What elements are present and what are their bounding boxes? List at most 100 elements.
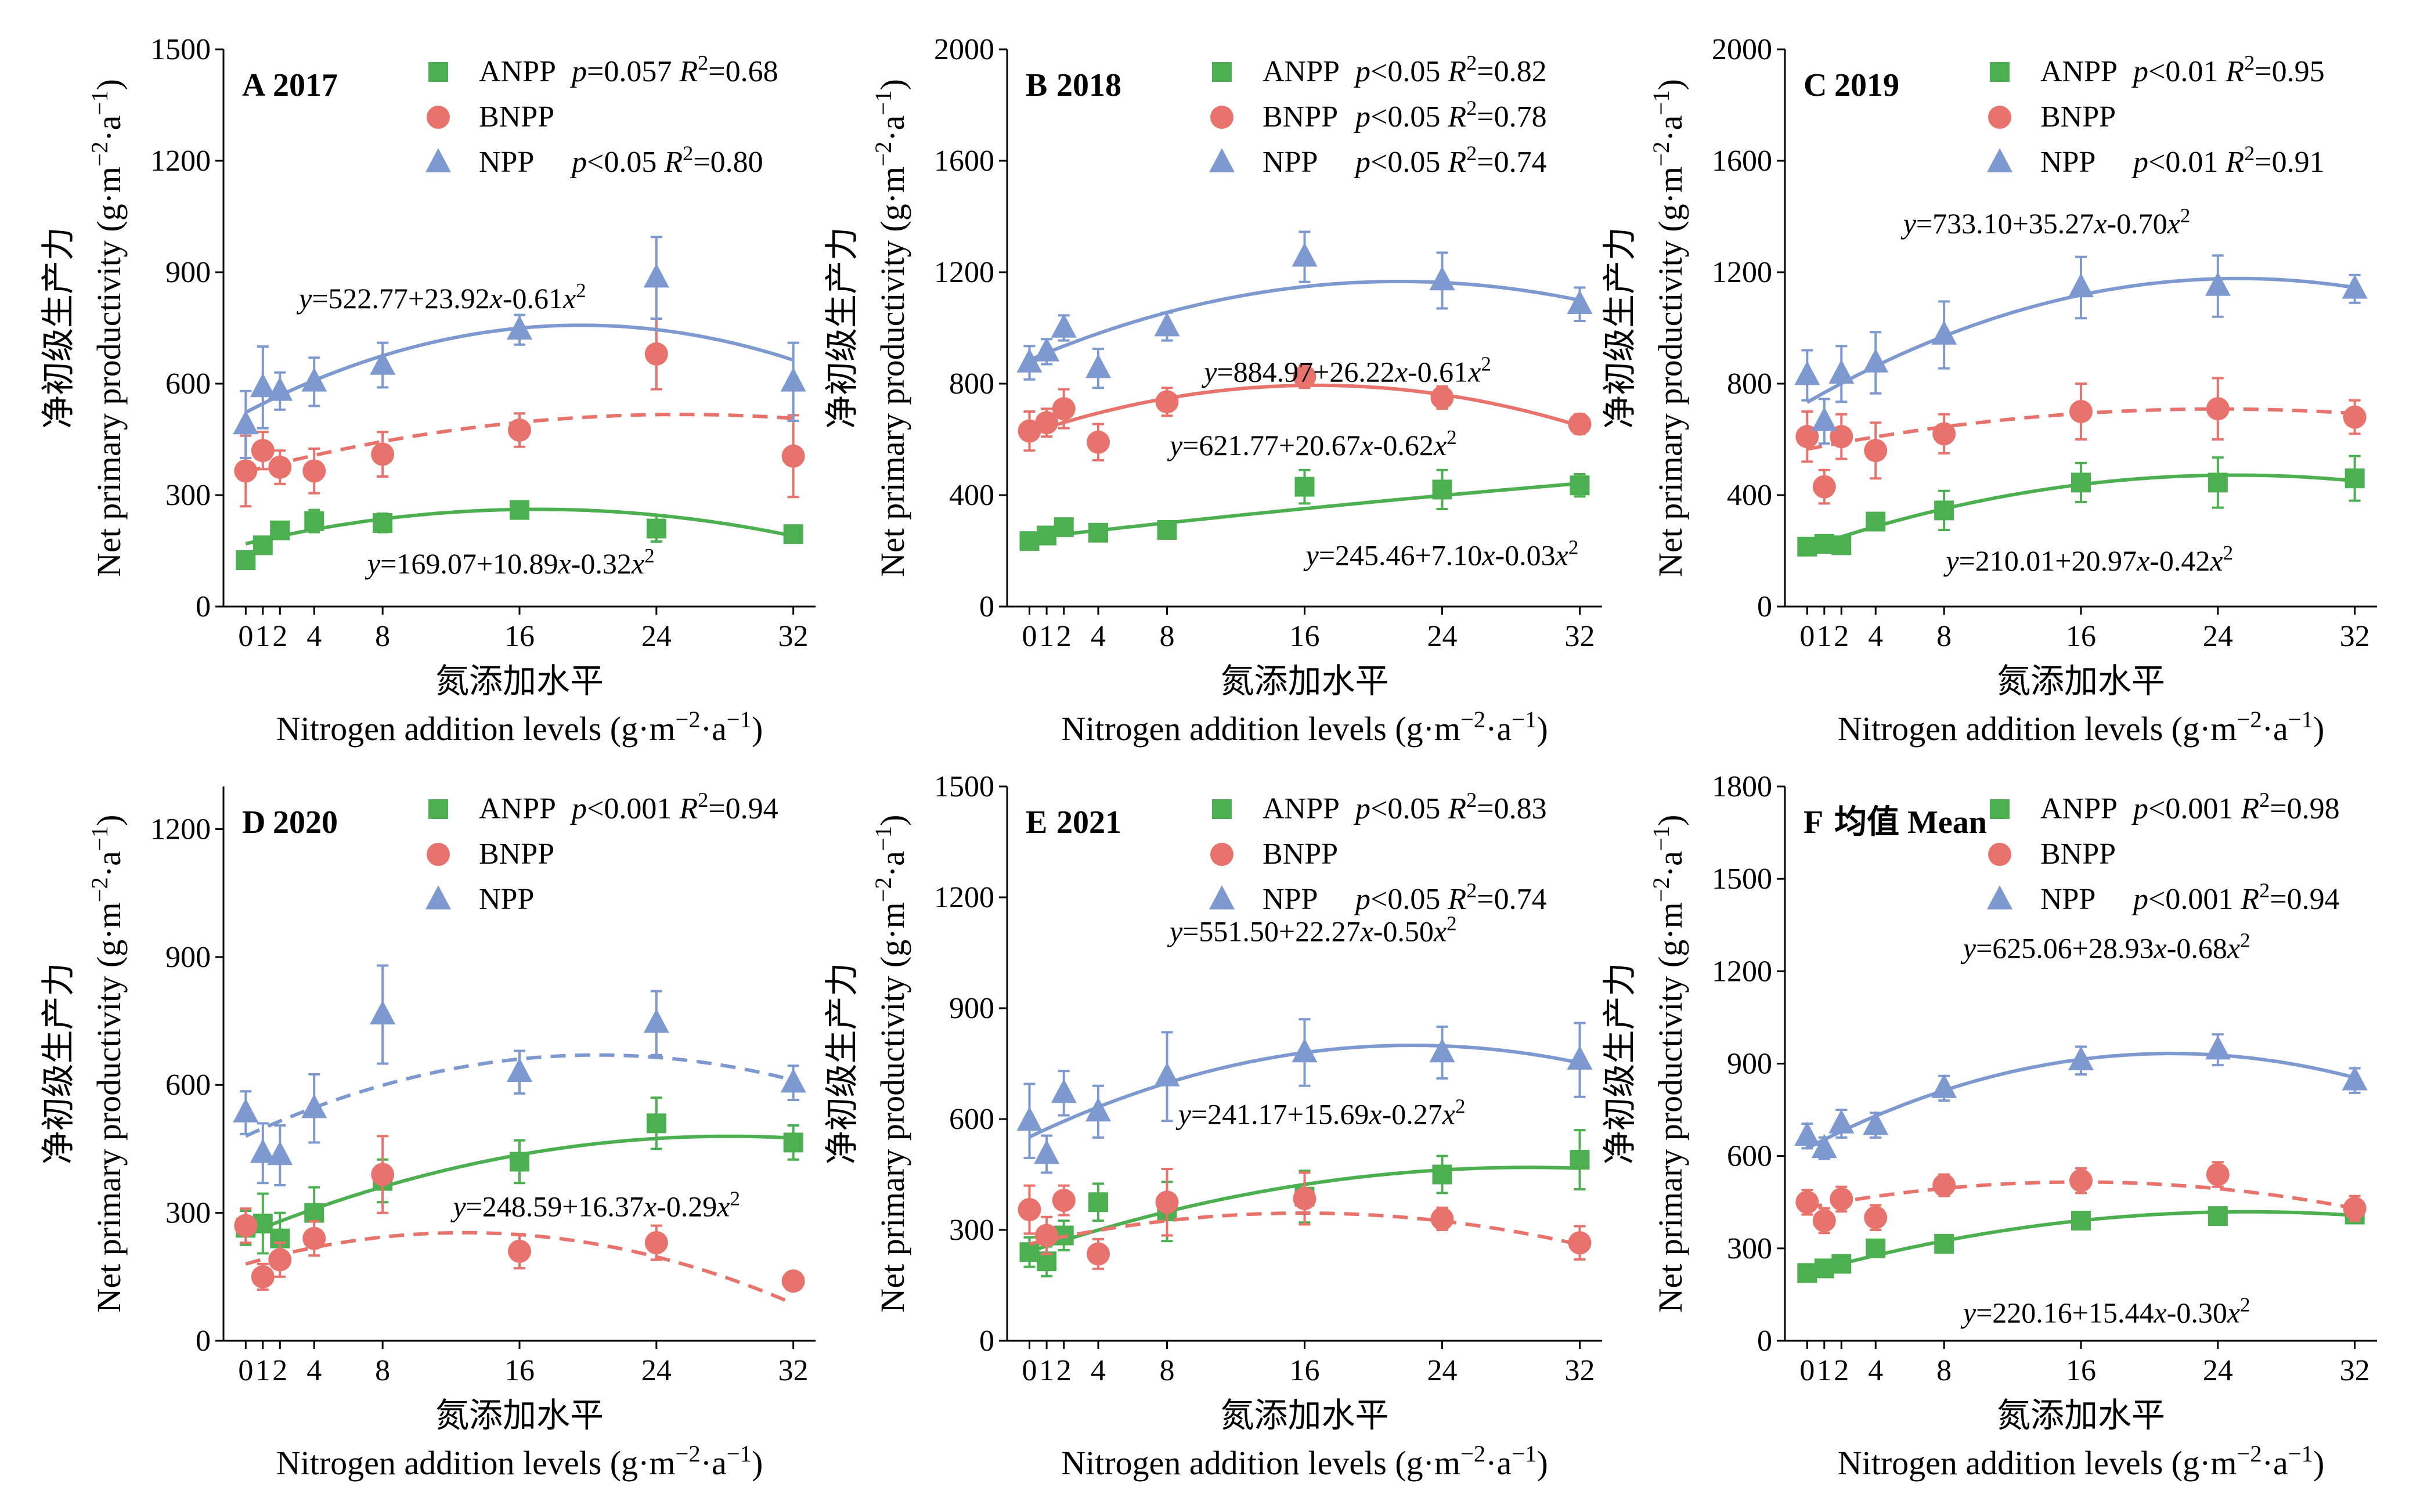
- x-tick-label: 4: [1868, 1354, 1883, 1387]
- data-point-npp: [1811, 407, 1837, 431]
- data-point-npp: [2205, 1035, 2231, 1060]
- y-axis-title-en: Net primary productivity (g·m−2·a−1): [1648, 815, 1690, 1313]
- x-tick-label: 2: [1056, 620, 1072, 653]
- legend-label-bnpp: BNPP: [479, 100, 554, 133]
- data-point-npp: [267, 1141, 293, 1165]
- x-axis-title-cn: 氮添加水平: [435, 662, 604, 700]
- panel-letter: C: [1804, 67, 1827, 103]
- data-point-npp: [1085, 353, 1112, 378]
- x-tick-label: 32: [778, 620, 809, 653]
- data-point-bnpp: [1568, 1231, 1592, 1255]
- data-point-npp: [1931, 1074, 1957, 1098]
- y-tick-label: 1200: [1712, 955, 1772, 988]
- data-point-anpp: [1019, 1242, 1040, 1262]
- y-tick-label: 900: [165, 256, 211, 289]
- data-point-anpp: [1866, 1238, 1886, 1258]
- x-tick-label: 1: [255, 1354, 270, 1387]
- data-point-bnpp: [1087, 1242, 1110, 1266]
- y-tick-label: 600: [165, 1069, 211, 1102]
- data-point-npp: [1051, 1078, 1077, 1103]
- legend-stats-npp: p<0.001 R2=0.94: [2131, 879, 2340, 916]
- fit-curve-anpp: [1029, 481, 1580, 540]
- y-tick-label: 900: [1727, 1048, 1772, 1081]
- data-point-bnpp: [1087, 430, 1110, 454]
- data-point-npp: [1429, 266, 1455, 291]
- y-tick-label: 1600: [934, 145, 994, 178]
- x-axis-title-en: Nitrogen addition levels (g·m−2·a−1): [1061, 706, 1548, 748]
- data-point-bnpp: [2069, 400, 2093, 423]
- legend-marker-npp: [1987, 148, 2012, 172]
- x-tick-label: 4: [306, 1354, 322, 1387]
- data-point-bnpp: [251, 1265, 275, 1289]
- data-point-bnpp: [1293, 1186, 1316, 1210]
- data-point-bnpp: [1035, 1224, 1059, 1247]
- x-tick-label: 32: [2340, 620, 2370, 653]
- x-axis-title-en: Nitrogen addition levels (g·m−2·a−1): [1061, 1441, 1548, 1482]
- data-point-bnpp: [1155, 1190, 1179, 1214]
- legend-stats-npp: p<0.05 R2=0.80: [569, 142, 763, 179]
- data-point-npp: [1016, 1106, 1043, 1131]
- x-tick-label: 32: [778, 1354, 809, 1387]
- data-point-anpp: [1831, 1254, 1852, 1274]
- y-axis-title-cn: 净初级生产力: [823, 962, 861, 1164]
- data-point-bnpp: [1812, 475, 1836, 499]
- data-point-bnpp: [508, 418, 531, 442]
- legend-label-npp: NPP: [479, 883, 534, 916]
- legend-marker-anpp: [1212, 799, 1232, 819]
- data-point-npp: [1051, 313, 1077, 338]
- data-point-bnpp: [2343, 1196, 2367, 1220]
- data-point-npp: [1794, 360, 1820, 385]
- data-point-npp: [1034, 337, 1060, 362]
- data-point-bnpp: [1052, 1189, 1076, 1213]
- legend-stats-anpp: p<0.01 R2=0.95: [2131, 51, 2325, 88]
- x-tick-label: 24: [641, 620, 672, 653]
- data-point-anpp: [510, 1152, 529, 1172]
- data-point-bnpp: [251, 439, 275, 463]
- data-point-anpp: [2208, 1206, 2228, 1226]
- data-point-npp: [780, 367, 806, 392]
- data-point-bnpp: [234, 1214, 258, 1237]
- data-point-npp: [1811, 1134, 1837, 1159]
- legend-marker-anpp: [428, 62, 448, 82]
- data-point-anpp: [1814, 1258, 1834, 1279]
- data-point-npp: [1828, 1109, 1855, 1134]
- legend-marker-anpp: [1990, 799, 2010, 819]
- x-tick-label: 16: [2066, 620, 2096, 653]
- data-point-bnpp: [302, 459, 326, 483]
- data-point-bnpp: [1155, 390, 1179, 414]
- y-axis-title-en: Net primary productivity (g·m−2·a−1): [870, 79, 912, 577]
- data-point-npp: [1567, 1045, 1593, 1070]
- panel-title: 2021: [1056, 804, 1121, 840]
- y-tick-label: 400: [949, 479, 994, 512]
- data-point-anpp: [1432, 1164, 1452, 1185]
- x-tick-label: 0: [1022, 620, 1037, 653]
- equation-anpp: y=245.46+7.10x-0.03x2: [1303, 536, 1579, 572]
- data-point-bnpp: [1018, 1197, 1041, 1221]
- x-tick-label: 24: [1427, 1354, 1457, 1387]
- data-point-npp: [1828, 359, 1855, 384]
- legend-stats-anpp: p<0.05 R2=0.83: [1353, 788, 1547, 825]
- y-axis-title-cn: 净初级生产力: [823, 227, 861, 429]
- legend-label-bnpp: BNPP: [2040, 100, 2116, 133]
- x-tick-label: 8: [375, 1354, 390, 1387]
- y-axis-title-en: Net primary productivity (g·m−2·a−1): [870, 815, 912, 1313]
- data-point-anpp: [646, 518, 666, 539]
- data-point-bnpp: [1864, 1206, 1888, 1229]
- y-axis-title-en: Net primary productivity (g·m−2·a−1): [86, 815, 128, 1313]
- x-tick-label: 8: [1936, 1354, 1952, 1387]
- legend-marker-npp: [425, 885, 451, 910]
- data-point-anpp: [1570, 475, 1590, 496]
- y-tick-label: 1800: [1712, 770, 1772, 803]
- data-point-npp: [643, 263, 669, 288]
- x-tick-label: 2: [272, 1354, 287, 1387]
- legend-marker-npp: [425, 148, 451, 172]
- legend-label-anpp: ANPP: [479, 792, 556, 825]
- data-point-bnpp: [1568, 412, 1592, 436]
- y-tick-label: 600: [1727, 1140, 1772, 1173]
- data-point-bnpp: [1932, 422, 1956, 446]
- x-tick-label: 24: [2203, 620, 2233, 653]
- data-point-bnpp: [1035, 411, 1059, 435]
- data-point-anpp: [1088, 1192, 1109, 1213]
